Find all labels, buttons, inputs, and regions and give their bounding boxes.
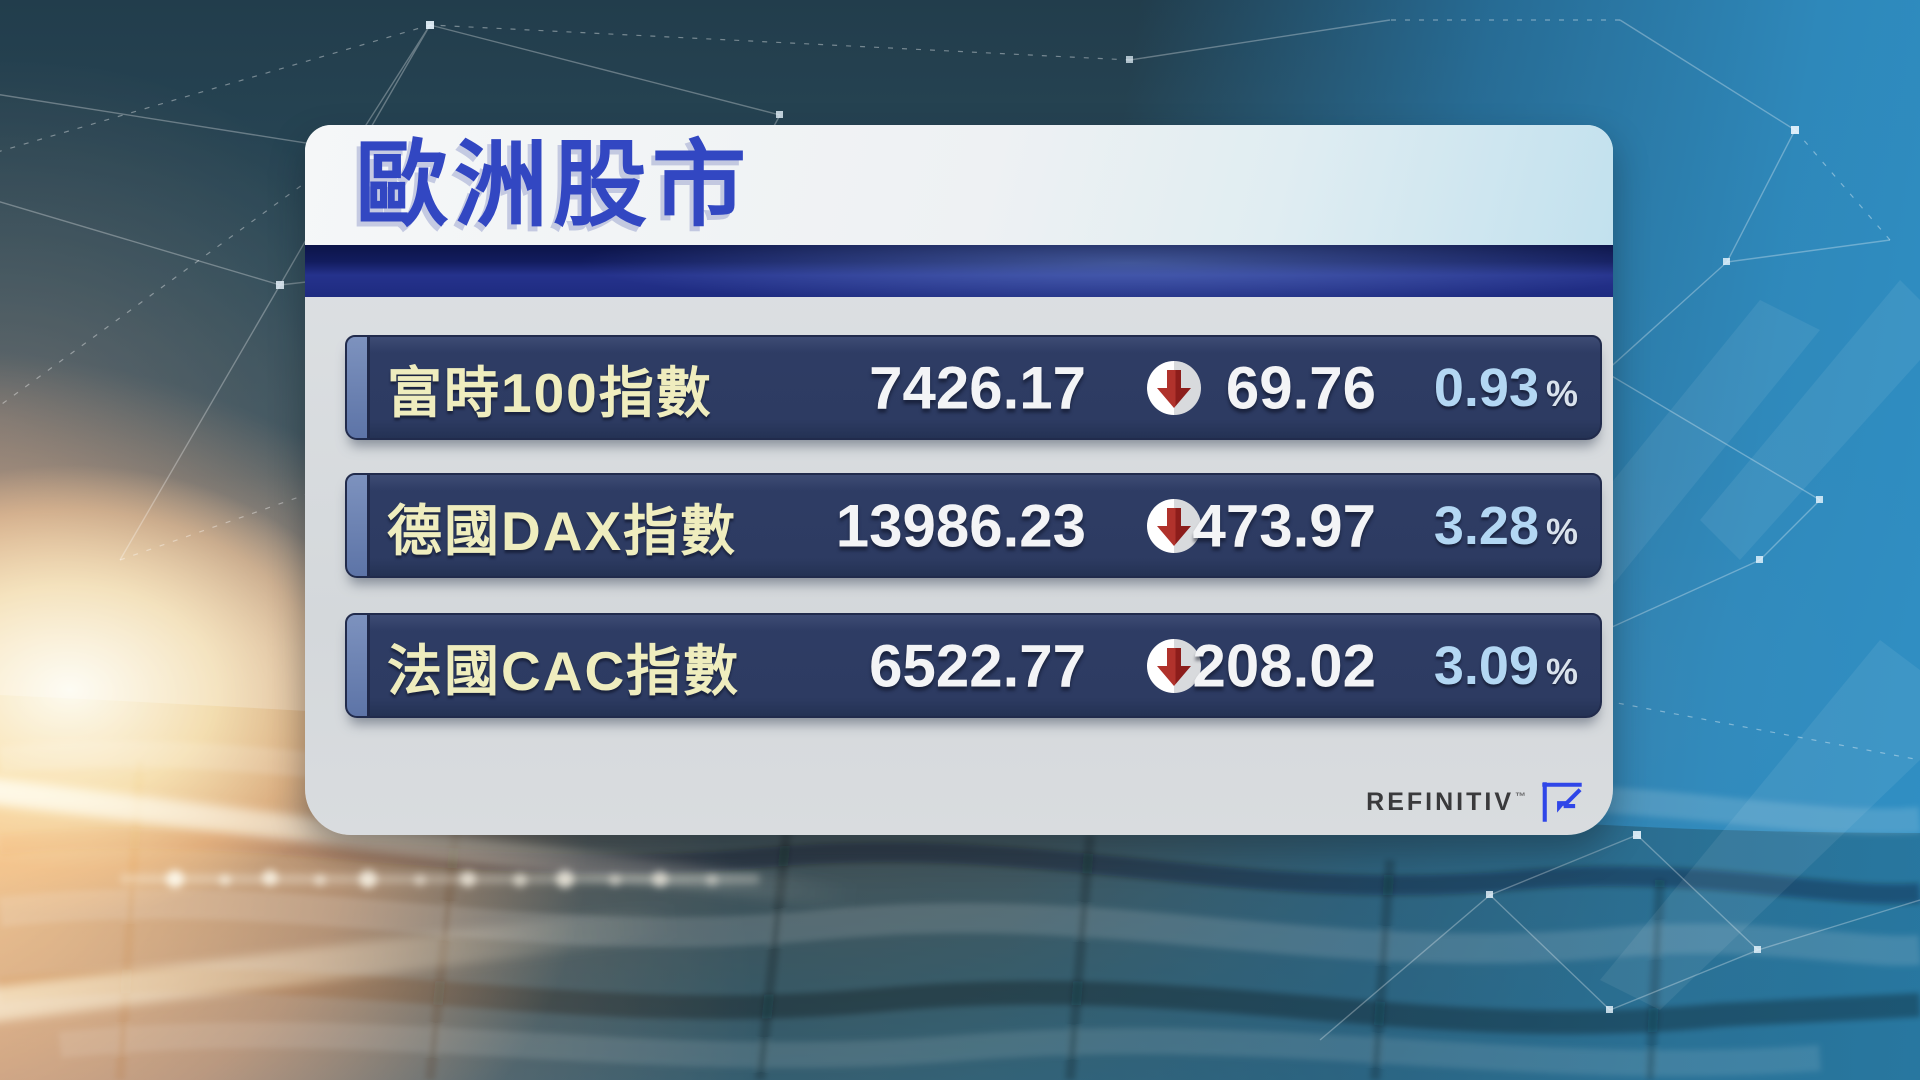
panel-header: 歐洲股市 [305, 125, 1613, 245]
index-change: 208.02 [1192, 632, 1376, 699]
percent-value: 0.93 [1433, 357, 1539, 418]
quote-row-cac: 法國CAC指數 6522.77 208.02 3.09 % [345, 613, 1602, 718]
down-arrow-icon [1146, 638, 1202, 694]
percent-value: 3.28 [1433, 495, 1539, 556]
index-change: 473.97 [1192, 492, 1376, 559]
header-divider-band [305, 245, 1613, 297]
index-price: 6522.77 [869, 632, 1086, 699]
quote-row-dax: 德國DAX指數 13986.23 473.97 3.28 % [345, 473, 1602, 578]
page-title: 歐洲股市 [355, 132, 752, 237]
index-change-percent: 3.28 % [1434, 495, 1578, 557]
row-accent-strip [347, 615, 370, 716]
percent-value: 3.09 [1433, 635, 1539, 696]
trademark-symbol: ™ [1515, 791, 1529, 804]
row-accent-strip [347, 337, 370, 438]
index-name: 法國CAC指數 [387, 639, 741, 702]
down-arrow-icon [1146, 360, 1202, 416]
refinitiv-logo-icon [1542, 782, 1582, 822]
index-change-percent: 3.09 % [1434, 635, 1578, 697]
index-price: 7426.17 [869, 354, 1086, 421]
index-price: 13986.23 [835, 492, 1086, 559]
row-accent-strip [347, 475, 370, 576]
data-source-brand: REFINITIV™ [1366, 779, 1585, 825]
index-name: 富時100指數 [387, 361, 713, 424]
down-arrow-icon [1146, 498, 1202, 554]
market-quote-panel: 歐洲股市 富時100指數 7426.17 [305, 125, 1613, 835]
index-change: 69.76 [1225, 354, 1376, 421]
brand-name: REFINITIV™ [1366, 787, 1529, 816]
percent-sign: % [1545, 372, 1578, 414]
percent-sign: % [1545, 650, 1578, 692]
index-change-percent: 0.93 % [1434, 357, 1578, 419]
percent-sign: % [1545, 510, 1578, 552]
index-name: 德國DAX指數 [387, 499, 738, 562]
quote-row-ftse100: 富時100指數 7426.17 [345, 335, 1602, 440]
panel-body: 富時100指數 7426.17 [305, 297, 1613, 835]
